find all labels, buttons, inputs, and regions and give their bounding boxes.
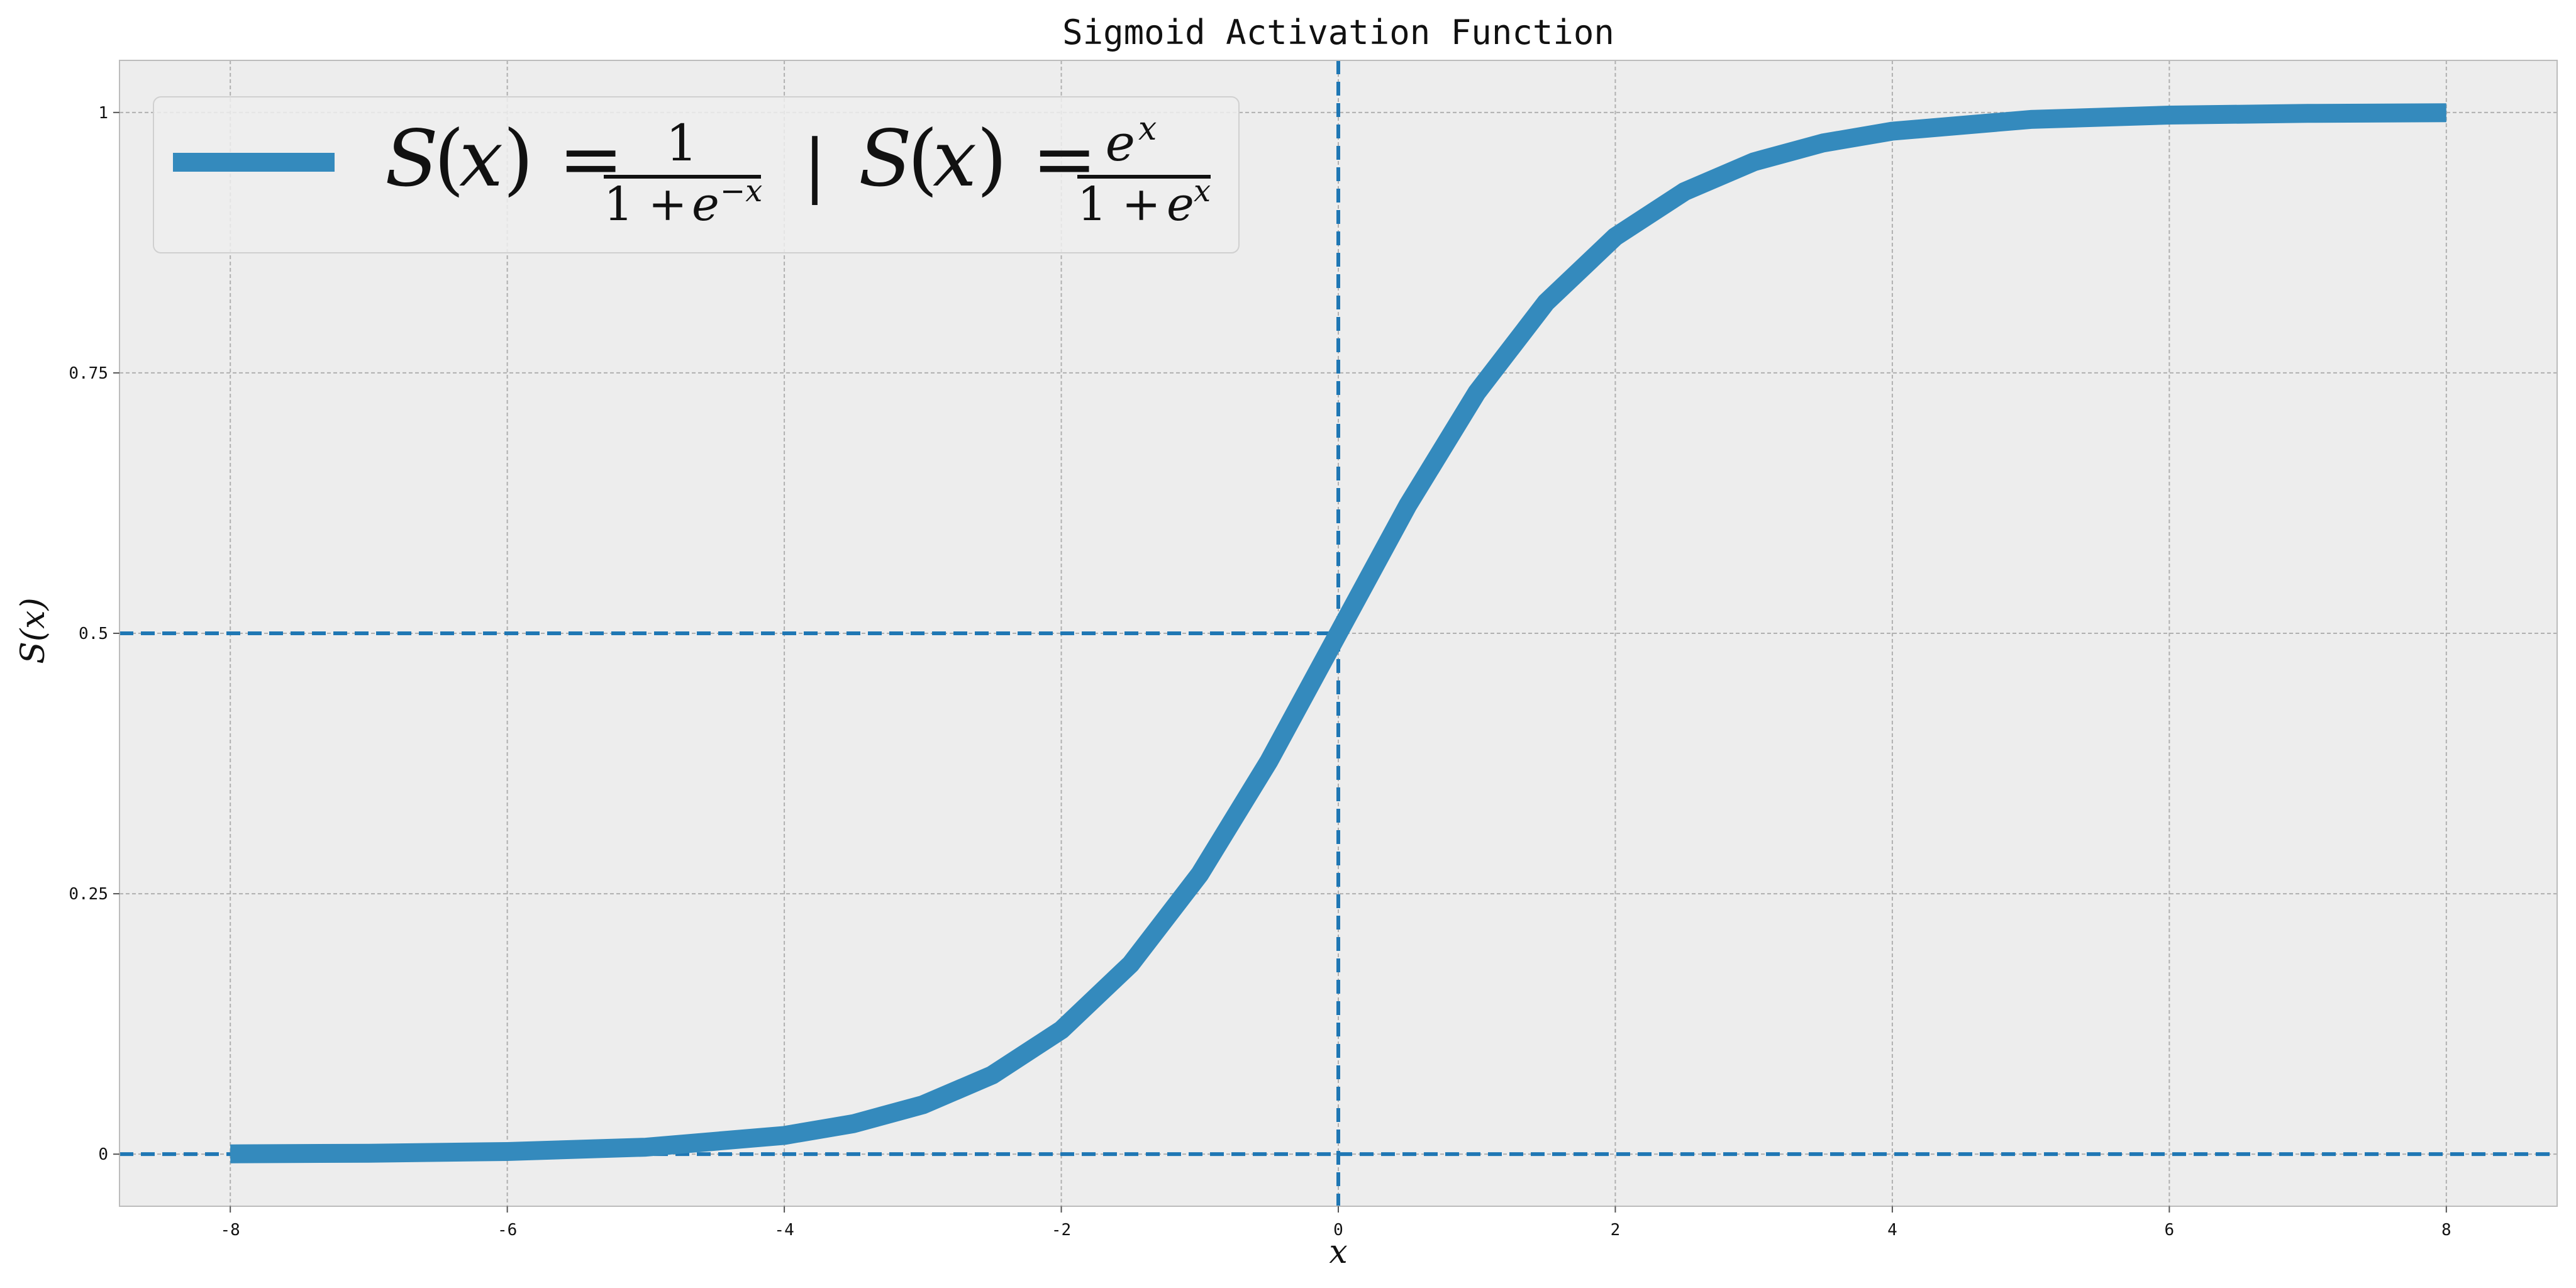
legend-formula-den-2b: e [1167,177,1194,231]
y-axis-ticks: 0 0.25 0.5 0.75 1 [69,104,119,1164]
legend-formula-den-1c: −x [720,174,762,209]
y-tick-label: 0.5 [79,625,108,643]
legend-formula-num-2b: x [1138,110,1157,148]
legend-formula-num-2a: e [1106,114,1135,172]
sigmoid-curve [230,103,2446,1163]
x-tick-label: -6 [497,1221,517,1240]
legend-separator: | [803,125,826,205]
legend-formula-paren-1: ( [434,114,464,204]
legend-formula-paren-2: ) = [503,114,624,204]
x-axis-label: x [1329,1233,1347,1271]
x-tick-label: -4 [774,1221,794,1240]
legend: S ( x ) = 1 1 + e −x | S ( x ) = e x 1 +… [153,96,1240,253]
x-tick-label: 4 [1887,1221,1897,1240]
x-tick-label: -8 [221,1221,240,1240]
legend-formula: S ( x ) = 1 1 + e −x | S ( x ) = e x 1 +… [385,110,1211,231]
x-tick-label: 0 [1333,1221,1343,1240]
legend-formula-den-2a: 1 + [1077,177,1161,231]
y-axis-label: S(x) [14,597,52,664]
chart-title: Sigmoid Activation Function [1062,13,1614,52]
y-tick-label: 0 [98,1145,108,1164]
legend-formula-den-1a: 1 + [604,177,687,231]
y-tick-label: 1 [98,104,108,123]
legend-formula-paren-4: ) = [977,114,1097,204]
x-tick-label: 6 [2165,1221,2175,1240]
legend-formula-den-2c: x [1194,174,1211,209]
legend-formula-lhs-1: S [385,114,438,204]
legend-formula-paren-3: ( [908,114,938,204]
x-tick-label: 8 [2441,1221,2451,1240]
y-tick-label: 0.75 [69,364,108,383]
legend-formula-num-1: 1 [666,114,698,172]
legend-formula-lhs-2: S [858,114,912,204]
x-axis-ticks: -8 -6 -4 -2 0 2 4 6 8 [221,1206,2451,1240]
legend-formula-den-1b: e [692,177,719,231]
x-tick-label: 2 [1611,1221,1621,1240]
y-tick-label: 0.25 [69,885,108,904]
legend-formula-var-1: x [459,114,503,204]
legend-formula-var-2: x [933,114,977,204]
x-tick-label: -2 [1052,1221,1071,1240]
